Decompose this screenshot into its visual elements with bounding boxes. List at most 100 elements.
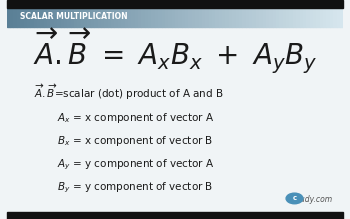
- Bar: [30, 4, 34, 26]
- Bar: [81, 4, 84, 26]
- Bar: [246, 4, 249, 26]
- Bar: [84, 4, 88, 26]
- Bar: [77, 4, 81, 26]
- Bar: [61, 4, 64, 26]
- Bar: [162, 4, 165, 26]
- Bar: [303, 4, 306, 26]
- Bar: [88, 4, 91, 26]
- Bar: [40, 4, 44, 26]
- Bar: [148, 4, 152, 26]
- Bar: [172, 4, 175, 26]
- Bar: [152, 4, 155, 26]
- Text: $B_y$ = y component of vector B: $B_y$ = y component of vector B: [57, 181, 214, 195]
- Bar: [47, 4, 50, 26]
- Bar: [300, 4, 303, 26]
- Text: $B_x$ = x component of vector B: $B_x$ = x component of vector B: [57, 134, 214, 148]
- Bar: [23, 4, 27, 26]
- Bar: [340, 4, 343, 26]
- Bar: [44, 4, 47, 26]
- Bar: [94, 4, 98, 26]
- Bar: [209, 4, 212, 26]
- Bar: [236, 4, 239, 26]
- Text: $\overrightarrow{A}.\overrightarrow{B}\ =\ A_xB_x\ +\ A_yB_y$: $\overrightarrow{A}.\overrightarrow{B}\ …: [33, 26, 317, 75]
- Bar: [185, 4, 188, 26]
- Bar: [256, 4, 259, 26]
- Bar: [7, 0, 343, 9]
- Bar: [232, 4, 236, 26]
- Bar: [269, 4, 273, 26]
- Bar: [198, 4, 202, 26]
- Bar: [54, 4, 57, 26]
- Bar: [229, 4, 232, 26]
- Bar: [289, 4, 293, 26]
- Bar: [145, 4, 148, 26]
- Bar: [98, 4, 101, 26]
- Bar: [249, 4, 252, 26]
- Bar: [262, 4, 266, 26]
- Bar: [286, 4, 289, 26]
- Bar: [37, 4, 40, 26]
- Bar: [293, 4, 296, 26]
- Circle shape: [286, 193, 303, 204]
- Bar: [158, 4, 162, 26]
- Bar: [313, 4, 316, 26]
- Bar: [91, 4, 94, 26]
- Text: $A_y$ = y component of vector A: $A_y$ = y component of vector A: [57, 157, 215, 172]
- Bar: [266, 4, 269, 26]
- Bar: [316, 4, 320, 26]
- Bar: [111, 4, 114, 26]
- Bar: [327, 4, 330, 26]
- Bar: [205, 4, 209, 26]
- Bar: [101, 4, 104, 26]
- Bar: [114, 4, 118, 26]
- Bar: [178, 4, 182, 26]
- Bar: [64, 4, 67, 26]
- Bar: [259, 4, 262, 26]
- Bar: [67, 4, 71, 26]
- Bar: [252, 4, 256, 26]
- Bar: [27, 4, 30, 26]
- Bar: [273, 4, 276, 26]
- Bar: [306, 4, 310, 26]
- Bar: [195, 4, 198, 26]
- Bar: [283, 4, 286, 26]
- Bar: [168, 4, 172, 26]
- Bar: [121, 4, 125, 26]
- Bar: [192, 4, 195, 26]
- Bar: [296, 4, 300, 26]
- Bar: [175, 4, 178, 26]
- Bar: [310, 4, 313, 26]
- Bar: [219, 4, 222, 26]
- Bar: [182, 4, 185, 26]
- Bar: [10, 4, 13, 26]
- Bar: [225, 4, 229, 26]
- Bar: [337, 4, 340, 26]
- Text: Study.com: Study.com: [293, 195, 333, 204]
- Bar: [138, 4, 141, 26]
- Bar: [323, 4, 327, 26]
- Bar: [165, 4, 168, 26]
- Text: SCALAR MULTIPLICATION: SCALAR MULTIPLICATION: [20, 12, 128, 21]
- Bar: [131, 4, 135, 26]
- Bar: [57, 4, 61, 26]
- Text: $A_x$ = x component of vector A: $A_x$ = x component of vector A: [57, 111, 215, 125]
- Bar: [242, 4, 246, 26]
- Bar: [20, 4, 23, 26]
- Bar: [74, 4, 77, 26]
- Bar: [128, 4, 131, 26]
- Bar: [34, 4, 37, 26]
- Bar: [188, 4, 192, 26]
- Bar: [330, 4, 333, 26]
- Bar: [320, 4, 323, 26]
- Bar: [7, 212, 343, 219]
- Text: $\overrightarrow{A}.\overrightarrow{B}$=scalar (dot) product of A and B: $\overrightarrow{A}.\overrightarrow{B}$=…: [34, 83, 223, 102]
- Bar: [135, 4, 138, 26]
- Bar: [108, 4, 111, 26]
- Bar: [13, 4, 17, 26]
- Bar: [212, 4, 215, 26]
- Bar: [17, 4, 20, 26]
- Bar: [104, 4, 108, 26]
- Bar: [202, 4, 205, 26]
- Bar: [50, 4, 54, 26]
- Bar: [125, 4, 128, 26]
